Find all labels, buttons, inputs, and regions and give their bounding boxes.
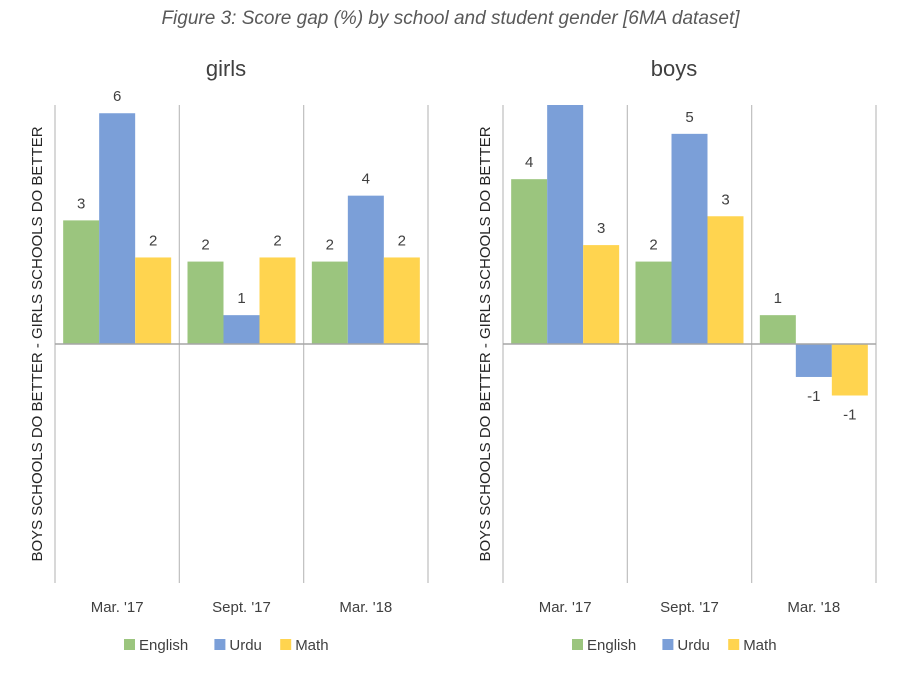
panel-title: girls	[206, 56, 246, 81]
x-tick-label: Sept. '17	[660, 599, 719, 616]
bar-urdu	[223, 315, 260, 344]
legend: English Urdu Math	[124, 637, 329, 654]
legend-swatch-math	[280, 639, 292, 650]
bar-english	[311, 261, 348, 344]
bar-urdu	[99, 113, 136, 344]
data-label: 3	[721, 191, 729, 208]
bar-english	[63, 220, 100, 344]
data-label: 3	[77, 195, 85, 212]
bar-math	[831, 344, 868, 396]
legend-entry: English	[139, 637, 188, 654]
data-label: 4	[362, 171, 370, 188]
bar-urdu	[347, 195, 384, 344]
legend-swatch-math	[728, 639, 740, 650]
legend: English Urdu Math	[572, 637, 777, 654]
x-tick-label: Mar. '18	[339, 599, 392, 616]
chart-panel-boys: boys BOYS SCHOOLS DO BETTER - GIRLS SCHOO…	[477, 56, 877, 654]
bar-urdu	[547, 105, 584, 344]
x-tick-label: Mar. '17	[539, 599, 592, 616]
data-label: 2	[326, 237, 334, 254]
bar-math	[583, 245, 620, 344]
chart-panel-girls: girls BOYS SCHOOLS DO BETTER - GIRLS SCHO…	[29, 56, 429, 654]
bar-english	[635, 261, 672, 344]
legend-entry: Math	[743, 637, 776, 654]
legend-swatch-urdu	[662, 639, 674, 650]
data-label: -1	[807, 388, 820, 405]
x-tick-label: Sept. '17	[212, 599, 271, 616]
bar-math	[259, 257, 296, 344]
bar-math	[383, 257, 420, 344]
legend-entry: Urdu	[229, 637, 262, 654]
bar-english	[511, 179, 548, 344]
data-label: 1	[774, 290, 782, 307]
legend-swatch-english	[572, 639, 583, 650]
data-label: 2	[201, 237, 209, 254]
data-label: 2	[273, 232, 281, 249]
bar-math	[707, 216, 744, 344]
data-label: 2	[398, 232, 406, 249]
bar-urdu	[671, 133, 708, 344]
x-tick-label: Mar. '17	[91, 599, 144, 616]
legend-entry: Math	[295, 637, 328, 654]
panel-title: boys	[651, 56, 697, 81]
legend-swatch-urdu	[214, 639, 226, 650]
bar-english	[187, 261, 224, 344]
data-label: 1	[237, 290, 245, 307]
data-label: 3	[597, 220, 605, 237]
figure-title: Figure 3: Score gap (%) by school and st…	[161, 8, 740, 29]
legend-swatch-english	[124, 639, 135, 650]
bar-urdu	[795, 344, 832, 377]
y-axis-label: BOYS SCHOOLS DO BETTER - GIRLS SCHOOLS D…	[477, 126, 494, 561]
x-tick-label: Mar. '18	[787, 599, 840, 616]
data-label: -1	[843, 407, 856, 424]
data-label: 5	[685, 109, 693, 126]
data-label: 6	[113, 88, 121, 105]
data-label: 2	[649, 237, 657, 254]
bar-english	[759, 315, 796, 344]
legend-entry: Urdu	[677, 637, 710, 654]
bar-math	[135, 257, 172, 344]
data-label: 4	[525, 154, 533, 171]
legend-entry: English	[587, 637, 636, 654]
data-label: 2	[149, 232, 157, 249]
y-axis-label: BOYS SCHOOLS DO BETTER - GIRLS SCHOOLS D…	[29, 126, 46, 561]
